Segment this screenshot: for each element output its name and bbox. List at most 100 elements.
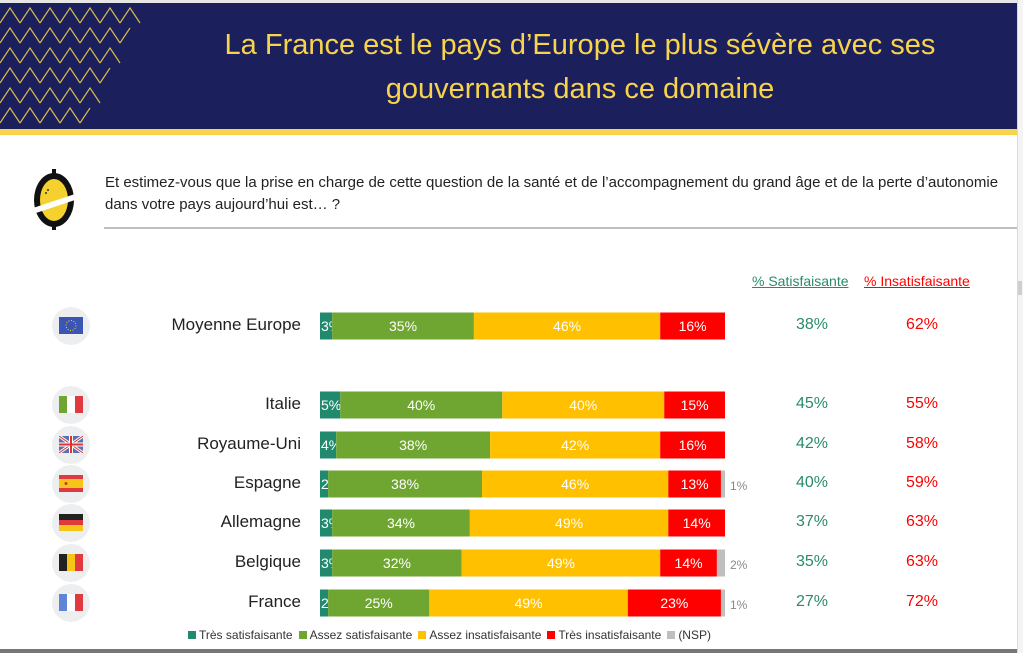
legend-item: Très satisfaisante bbox=[188, 628, 293, 642]
spain-flag-icon bbox=[59, 475, 83, 492]
legend-label: Très satisfaisante bbox=[199, 628, 293, 642]
category-label: Italie bbox=[265, 394, 301, 413]
data-label: 5% bbox=[321, 397, 341, 413]
total-insatisfaisante: 63% bbox=[905, 553, 939, 570]
category-label: France bbox=[248, 592, 301, 611]
legend-label: (NSP) bbox=[678, 628, 711, 642]
bar-segment bbox=[716, 549, 725, 577]
legend-label: Assez satisfaisante bbox=[309, 628, 413, 642]
bar-segment bbox=[429, 589, 628, 617]
flag-badge bbox=[52, 307, 90, 345]
category-label: Moyenne Europe bbox=[171, 315, 301, 334]
chart-legend: Très satisfaisante Assez satisfaisante Ass… bbox=[188, 628, 717, 642]
bar-segment bbox=[660, 549, 717, 577]
bar-segment bbox=[668, 470, 721, 498]
total-insatisfaisante: 62% bbox=[905, 316, 939, 333]
total-insatisfaisante: 72% bbox=[905, 593, 939, 610]
bar-segment bbox=[469, 509, 669, 537]
flag-badge bbox=[52, 386, 90, 424]
bar-segment bbox=[320, 391, 341, 419]
brand-logo-icon bbox=[33, 169, 75, 230]
column-header-insatisfaisante: % Insatisfaisante bbox=[864, 273, 970, 289]
flag-badge bbox=[52, 465, 90, 503]
total-insatisfaisante: 59% bbox=[905, 474, 939, 491]
data-label: 14% bbox=[675, 555, 703, 571]
bar-segment bbox=[720, 589, 725, 617]
bar-segment bbox=[664, 391, 725, 419]
bar-segment bbox=[328, 470, 482, 498]
total-satisfaisante: 38% bbox=[795, 316, 829, 333]
title-line-2: gouvernants dans ce domaine bbox=[385, 73, 775, 105]
total-satisfaisante: 42% bbox=[795, 435, 829, 452]
flag-badge bbox=[52, 584, 90, 622]
category-label: Royaume-Uni bbox=[197, 434, 301, 453]
legend-item: Assez insatisfaisante bbox=[418, 628, 541, 642]
data-label: 42% bbox=[561, 437, 589, 453]
bar-segment bbox=[720, 470, 725, 498]
total-satisfaisante: 37% bbox=[795, 513, 829, 530]
total-satisfaisante: 35% bbox=[795, 553, 829, 570]
bar-segment bbox=[320, 470, 329, 498]
top-strip bbox=[0, 0, 1023, 3]
legend-item: Assez satisfaisante bbox=[298, 628, 413, 642]
data-label: 46% bbox=[553, 318, 581, 334]
bar-segment bbox=[660, 312, 725, 340]
france-flag-icon bbox=[59, 594, 83, 611]
flag-badge bbox=[52, 544, 90, 582]
question-divider bbox=[104, 227, 1017, 229]
data-label: 2% bbox=[730, 558, 748, 572]
bar-segment bbox=[320, 431, 337, 459]
uk-flag-icon bbox=[59, 436, 83, 453]
data-label: 1% bbox=[730, 598, 748, 612]
bar-segment bbox=[490, 431, 661, 459]
data-label: 23% bbox=[660, 595, 688, 611]
total-insatisfaisante: 58% bbox=[905, 435, 939, 452]
data-label: 16% bbox=[679, 437, 707, 453]
total-insatisfaisante: 55% bbox=[905, 395, 939, 412]
column-header-satisfaisante: % Satisfaisante bbox=[752, 273, 849, 289]
category-label: Belgique bbox=[234, 552, 301, 571]
eu-flag-icon bbox=[59, 317, 83, 334]
scrollbar-handle[interactable] bbox=[1018, 281, 1022, 295]
legend-label: Assez insatisfaisante bbox=[429, 628, 542, 642]
data-label: 46% bbox=[561, 476, 589, 492]
data-label: 13% bbox=[681, 476, 709, 492]
bar-segment bbox=[320, 589, 329, 617]
data-label: 35% bbox=[389, 318, 417, 334]
data-label: 49% bbox=[515, 595, 543, 611]
data-label: 38% bbox=[391, 476, 419, 492]
data-label: 1% bbox=[730, 479, 748, 493]
header-accent-bar bbox=[0, 129, 1017, 135]
category-label: Espagne bbox=[233, 473, 301, 492]
bar-segment bbox=[328, 589, 430, 617]
bar-segment bbox=[332, 509, 470, 537]
bar-segment bbox=[473, 312, 661, 340]
total-insatisfaisante: 63% bbox=[905, 513, 939, 530]
legend-swatch bbox=[298, 631, 307, 639]
data-label: 34% bbox=[387, 515, 415, 531]
bar-segment bbox=[502, 391, 665, 419]
bar-segment bbox=[482, 470, 669, 498]
legend-label: Très insatisfaisante bbox=[558, 628, 662, 642]
germany-flag-icon bbox=[59, 514, 83, 531]
flag-badge bbox=[52, 504, 90, 542]
footer-strip bbox=[0, 649, 1017, 653]
data-label: 15% bbox=[681, 397, 709, 413]
bar-segment bbox=[332, 312, 474, 340]
data-label: 49% bbox=[555, 515, 583, 531]
window-edge bbox=[1017, 0, 1023, 653]
slide-header: La France est le pays d’Europe le plus s… bbox=[0, 3, 1017, 129]
data-label: 38% bbox=[399, 437, 427, 453]
data-label: 14% bbox=[683, 515, 711, 531]
data-label: 25% bbox=[365, 595, 393, 611]
legend-item: Très insatisfaisante bbox=[547, 628, 661, 642]
legend-swatch bbox=[418, 631, 427, 639]
legend-swatch bbox=[547, 631, 556, 639]
total-satisfaisante: 40% bbox=[795, 474, 829, 491]
total-satisfaisante: 27% bbox=[795, 593, 829, 610]
bar-segment bbox=[660, 431, 725, 459]
data-label: 49% bbox=[547, 555, 575, 571]
legend-swatch bbox=[667, 631, 676, 639]
italy-flag-icon bbox=[59, 396, 83, 413]
